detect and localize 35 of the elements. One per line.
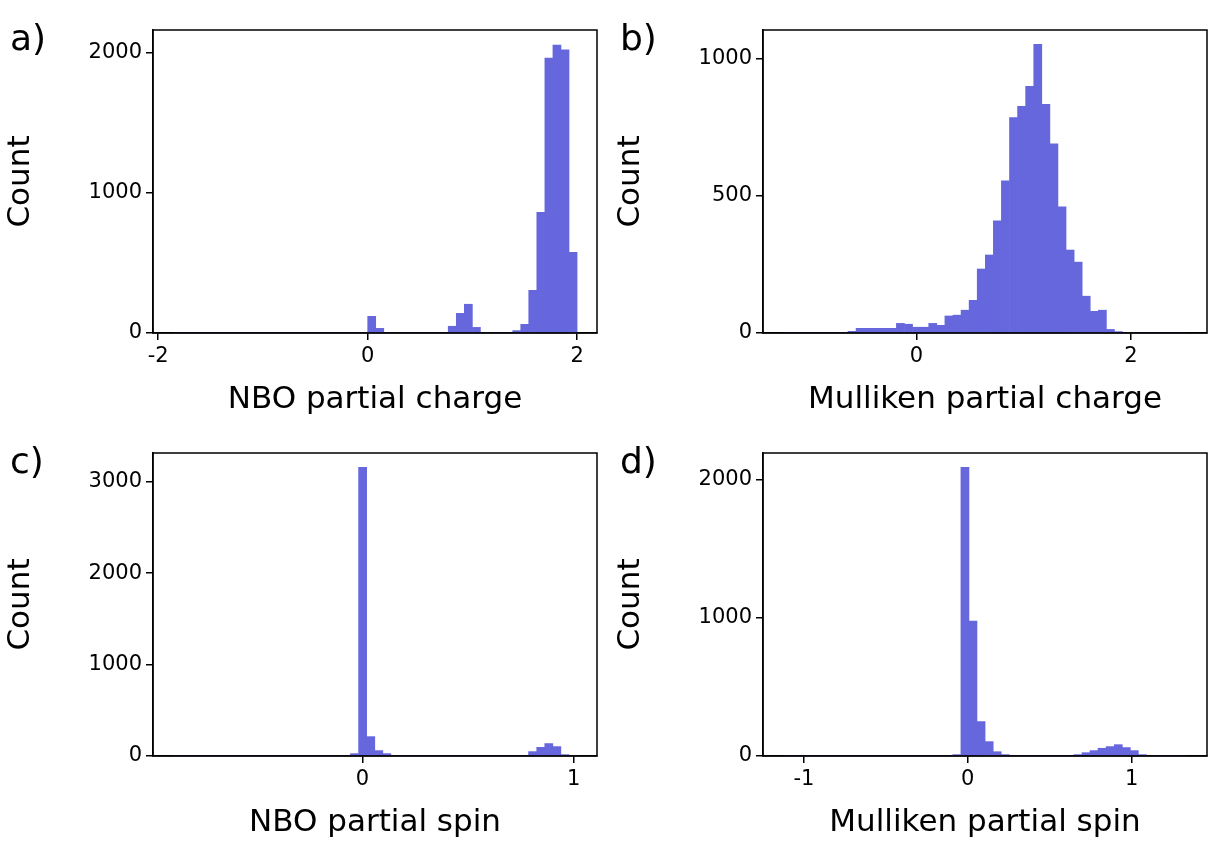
chart-title: b) [620,17,657,58]
x-axis-title: Mulliken partial spin [829,802,1141,839]
chart-title: c) [10,440,44,481]
y-tick-label: 500 [711,182,752,207]
y-tick-label: 1000 [88,651,142,676]
y-axis-title: Count [0,135,36,228]
x-axis-title: Mulliken partial charge [808,379,1162,416]
x-tick-label: 1 [567,766,581,791]
y-tick-label: 3000 [88,468,142,493]
x-tick-label: 0 [360,343,375,368]
y-tick-label: 2000 [88,559,142,584]
y-tick-label: 1000 [698,604,752,629]
y-tick-label: 0 [738,742,752,767]
x-tick-label: 2 [570,343,584,368]
x-axis-title: NBO partial charge [227,379,523,416]
x-axis-title: NBO partial spin [249,802,501,839]
y-tick-label: 0 [738,319,752,344]
x-tick-label: 2 [1124,343,1138,368]
x-tick-label: -1 [793,766,815,791]
y-axis-title: Count [609,135,646,228]
chart-title: a) [10,17,47,58]
chart-title: d) [620,440,657,481]
y-axis-title: Count [609,558,646,651]
x-tick-label: -2 [147,343,169,368]
y-tick-label: 1000 [88,179,142,204]
x-tick-label: 1 [1124,766,1139,791]
y-tick-label: 1000 [698,44,752,69]
y-axis-title: Count [0,558,36,651]
x-tick-label: 0 [909,343,924,368]
y-tick-label: 0 [128,742,142,767]
x-tick-label: 0 [961,766,975,791]
y-tick-label: 2000 [88,38,142,63]
y-tick-label: 2000 [698,465,752,490]
x-tick-label: 0 [355,766,369,791]
y-tick-label: 0 [128,319,142,344]
